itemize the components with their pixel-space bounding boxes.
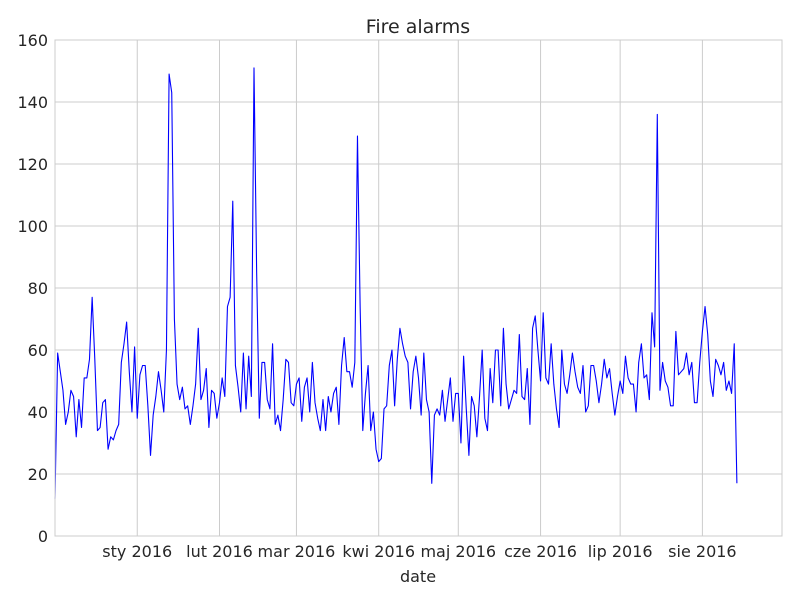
y-tick-label: 120 <box>17 155 48 174</box>
x-tick-label: sie 2016 <box>668 542 736 561</box>
x-tick-label: lut 2016 <box>186 542 253 561</box>
x-tick-labels: sty 2016 lut 2016 mar 2016 kwi 2016 maj 2016… <box>102 542 736 561</box>
x-tick-label: lip 2016 <box>588 542 653 561</box>
y-tick-label: 160 <box>17 31 48 50</box>
y-tick-labels: 0 20 40 60 80 100 120 140 160 <box>17 31 48 546</box>
x-axis-label: date <box>400 567 436 586</box>
x-tick-label: cze 2016 <box>504 542 577 561</box>
series-line <box>54 67 738 499</box>
chart-title: Fire alarms <box>366 16 470 38</box>
plot-frame <box>54 39 783 537</box>
y-tick-label: 100 <box>17 217 48 236</box>
y-tick-label: 0 <box>38 527 48 546</box>
x-tick-label: maj 2016 <box>420 542 496 561</box>
y-tick-label: 60 <box>28 341 48 360</box>
x-tick-label: sty 2016 <box>102 542 172 561</box>
y-tick-label: 80 <box>28 279 48 298</box>
y-tick-label: 20 <box>28 465 48 484</box>
y-tick-label: 140 <box>17 93 48 112</box>
y-tick-label: 40 <box>28 403 48 422</box>
x-tick-label: kwi 2016 <box>342 542 415 561</box>
x-tick-label: mar 2016 <box>258 542 336 561</box>
